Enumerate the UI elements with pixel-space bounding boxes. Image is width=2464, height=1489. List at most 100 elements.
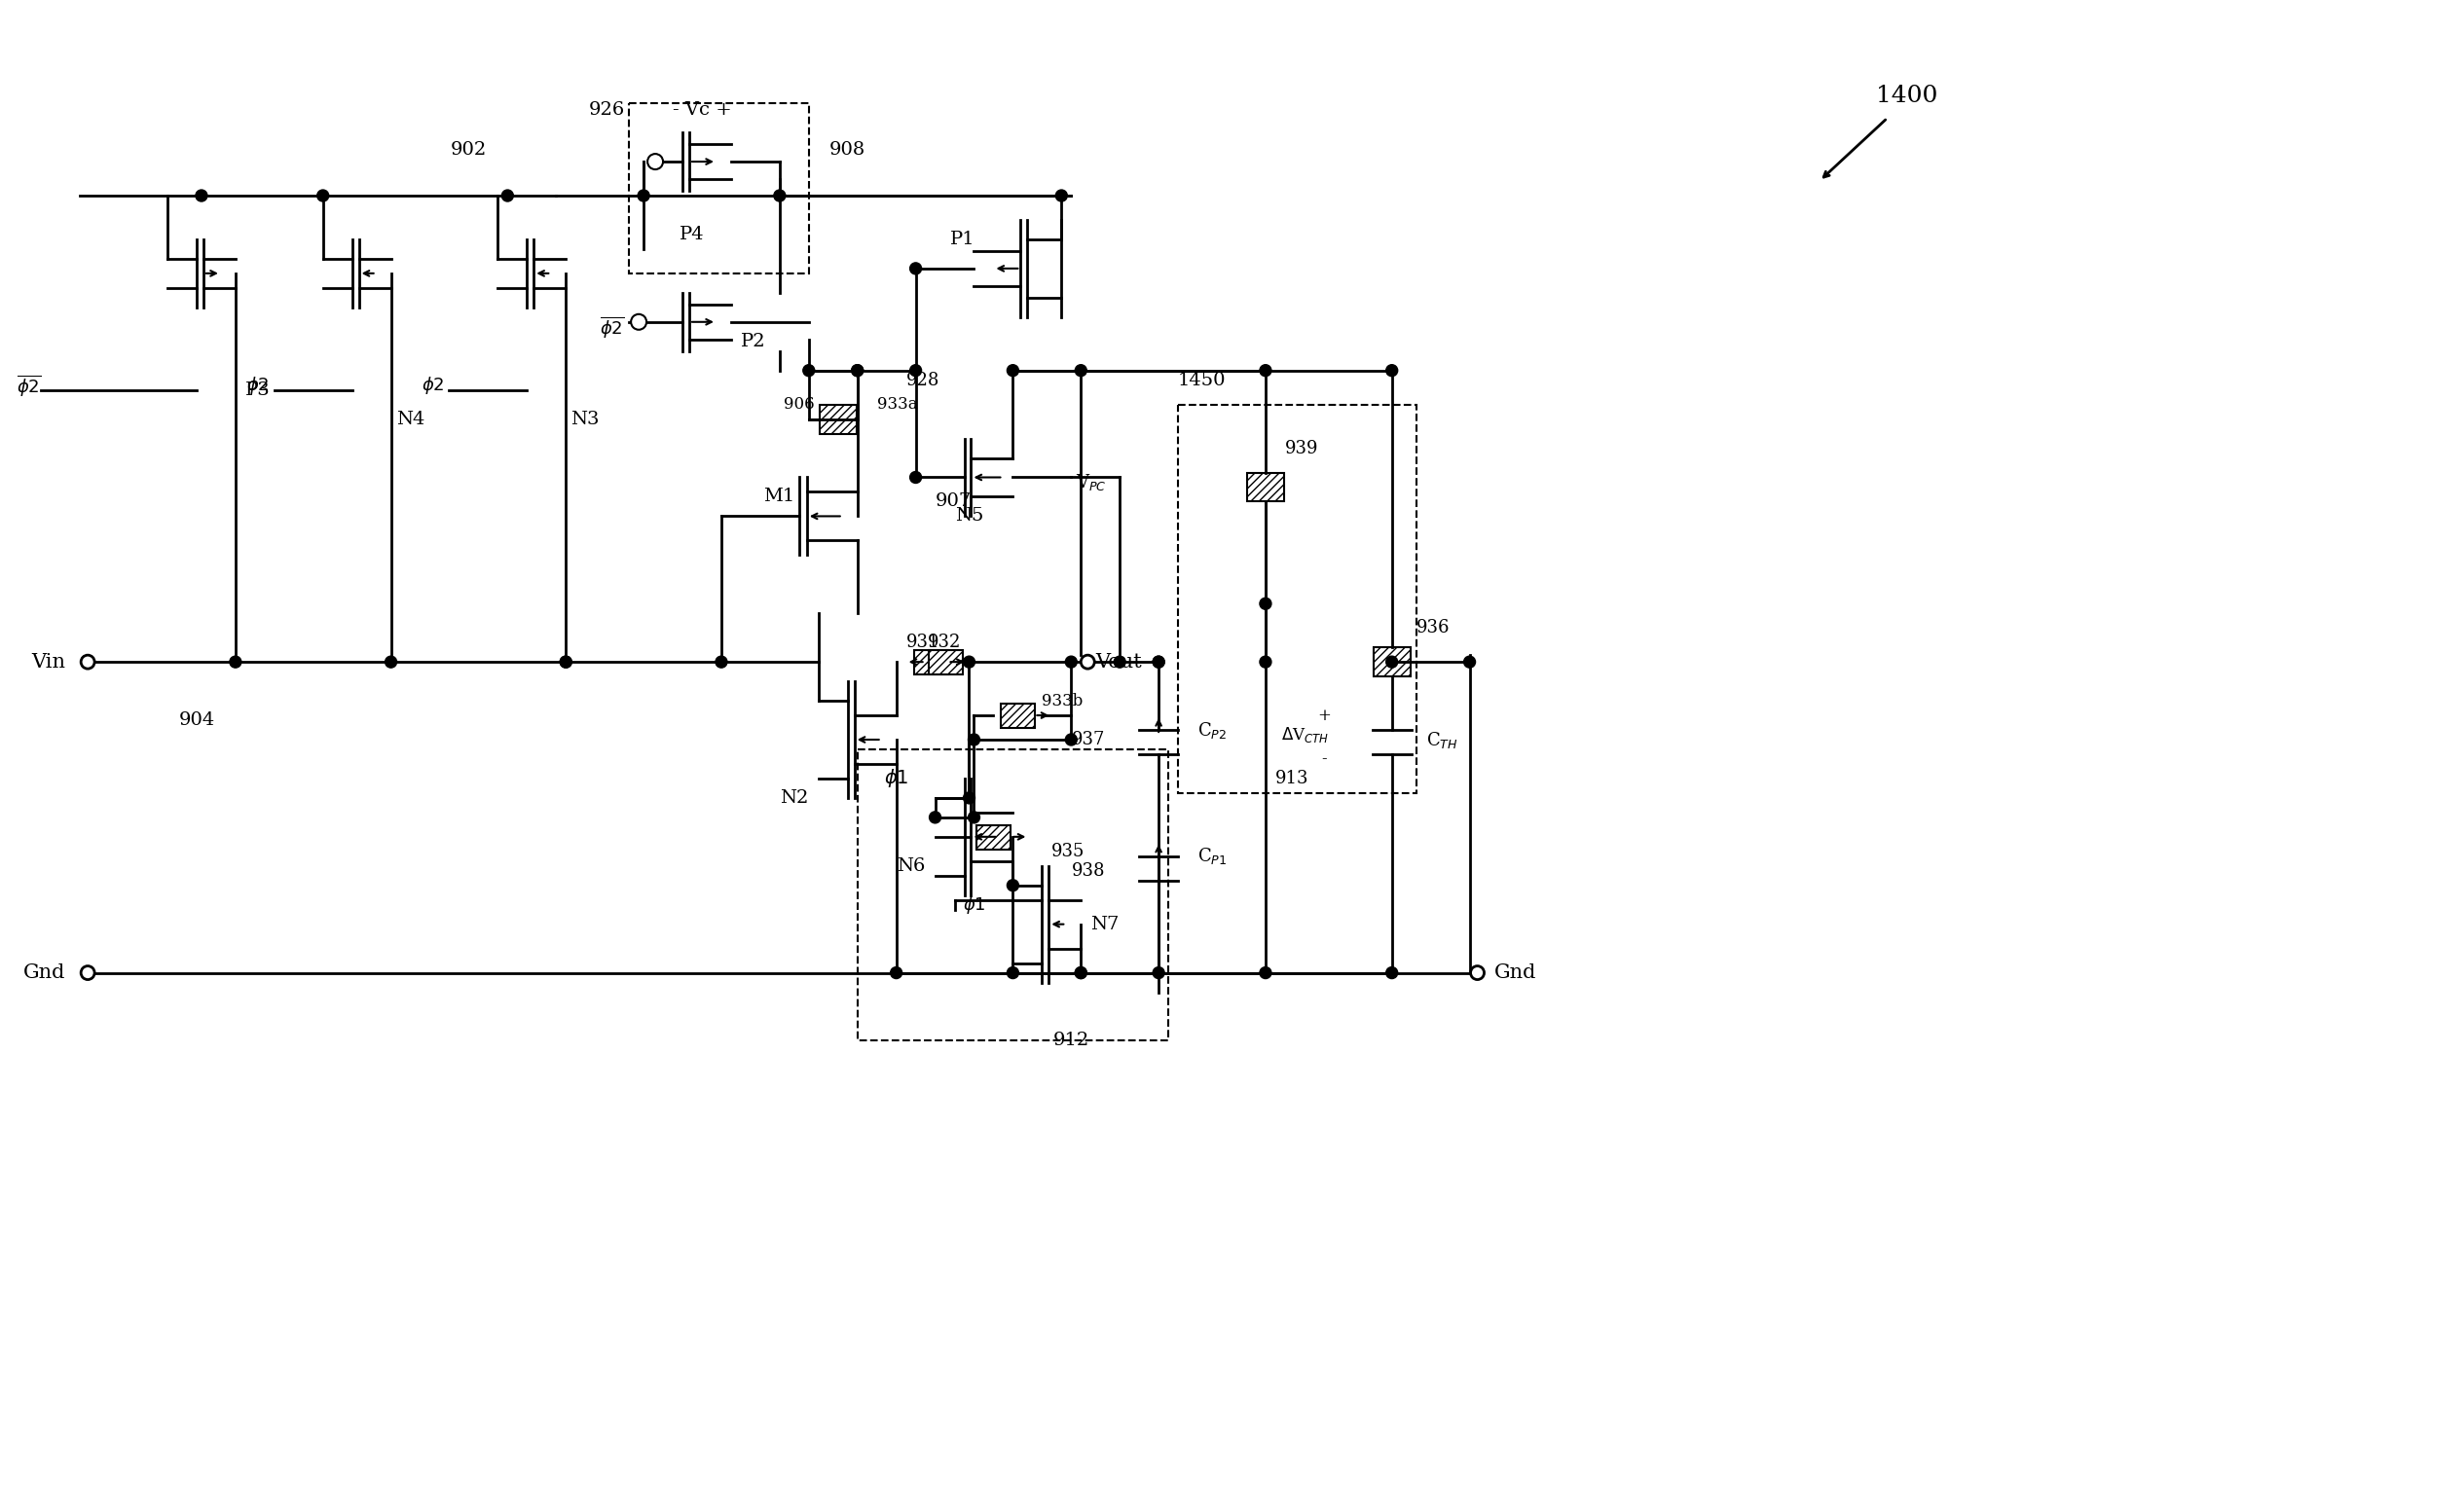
Text: +: + [1318, 707, 1331, 724]
Circle shape [1387, 365, 1397, 377]
Text: P2: P2 [742, 332, 766, 350]
Circle shape [648, 153, 663, 170]
Text: 939: 939 [1284, 439, 1318, 457]
Text: C$_{P2}$: C$_{P2}$ [1198, 719, 1227, 740]
Circle shape [1064, 657, 1077, 667]
Circle shape [559, 657, 572, 667]
Circle shape [1074, 365, 1087, 377]
Circle shape [715, 657, 727, 667]
Text: 902: 902 [451, 141, 488, 159]
Circle shape [1114, 657, 1126, 667]
Text: Gnd: Gnd [1493, 963, 1535, 983]
Circle shape [1259, 966, 1271, 978]
Circle shape [853, 365, 862, 377]
Circle shape [1471, 966, 1483, 980]
Circle shape [1055, 189, 1067, 201]
Text: 913: 913 [1276, 770, 1308, 788]
Text: P1: P1 [949, 231, 976, 249]
Text: 906: 906 [784, 396, 816, 412]
Bar [1247, 472, 1284, 502]
Text: N5: N5 [956, 508, 983, 526]
Circle shape [638, 189, 650, 201]
Circle shape [81, 966, 94, 980]
Bar [857, 749, 1168, 1041]
Text: 938: 938 [1072, 862, 1106, 880]
Circle shape [229, 657, 241, 667]
Text: $\phi 2$: $\phi 2$ [421, 374, 444, 396]
Text: C$_{TH}$: C$_{TH}$ [1427, 730, 1459, 750]
Text: 932: 932 [929, 634, 961, 651]
Text: P4: P4 [680, 226, 705, 243]
Text: C$_{P1}$: C$_{P1}$ [1198, 846, 1227, 867]
Text: 1450: 1450 [1178, 371, 1227, 389]
Circle shape [853, 365, 862, 377]
Text: V$_{PC}$: V$_{PC}$ [1077, 472, 1106, 493]
Circle shape [1008, 966, 1018, 978]
Circle shape [1387, 657, 1397, 667]
Circle shape [1259, 597, 1271, 609]
Text: 912: 912 [1052, 1032, 1089, 1050]
Bar [628, 103, 808, 274]
Text: 933a: 933a [877, 396, 917, 412]
Text: N2: N2 [781, 789, 808, 807]
Text: 931: 931 [907, 634, 939, 651]
Text: 907: 907 [936, 493, 971, 511]
Circle shape [1082, 655, 1094, 669]
Bar [929, 651, 963, 675]
Text: 926: 926 [589, 101, 626, 119]
Text: 908: 908 [830, 141, 865, 159]
Text: N3: N3 [572, 411, 599, 427]
Text: $\Delta$V$_{CTH}$: $\Delta$V$_{CTH}$ [1281, 725, 1328, 744]
Circle shape [81, 655, 94, 669]
Circle shape [1153, 966, 1165, 978]
Text: N4: N4 [397, 411, 424, 427]
Text: 904: 904 [177, 712, 214, 730]
Circle shape [1387, 966, 1397, 978]
Circle shape [968, 812, 981, 823]
Circle shape [1153, 657, 1165, 667]
Circle shape [384, 657, 397, 667]
Circle shape [803, 365, 816, 377]
Bar [821, 405, 857, 433]
Text: $\phi 2$: $\phi 2$ [246, 374, 269, 396]
Circle shape [1259, 657, 1271, 667]
Bar [976, 825, 1010, 849]
Circle shape [1464, 657, 1476, 667]
Circle shape [963, 657, 976, 667]
Circle shape [1008, 365, 1018, 377]
Circle shape [631, 314, 646, 329]
Circle shape [1074, 966, 1087, 978]
Text: 928: 928 [907, 371, 939, 389]
Circle shape [774, 189, 786, 201]
Text: 936: 936 [1417, 619, 1449, 637]
Text: -: - [1321, 750, 1326, 767]
Circle shape [1074, 966, 1087, 978]
Circle shape [1153, 657, 1165, 667]
Text: N7: N7 [1092, 916, 1119, 934]
Bar [1372, 648, 1409, 676]
Text: $\overline{\phi 2}$: $\overline{\phi 2}$ [599, 314, 623, 339]
Text: Vin: Vin [32, 652, 67, 672]
Text: 937: 937 [1072, 731, 1106, 749]
Circle shape [929, 812, 941, 823]
Circle shape [909, 472, 922, 484]
Bar [914, 651, 949, 675]
Circle shape [909, 262, 922, 274]
Text: 1400: 1400 [1875, 85, 1937, 107]
Circle shape [503, 189, 513, 201]
Circle shape [1008, 880, 1018, 892]
Text: $\overline{\phi 2}$: $\overline{\phi 2}$ [17, 372, 42, 398]
Text: Vout: Vout [1096, 652, 1141, 672]
Circle shape [195, 189, 207, 201]
Text: M1: M1 [764, 488, 793, 506]
Text: - Vc +: - Vc + [673, 101, 732, 119]
Text: N6: N6 [897, 858, 926, 874]
Circle shape [559, 657, 572, 667]
Circle shape [1259, 365, 1271, 377]
Text: $\phi 1$: $\phi 1$ [885, 767, 909, 789]
Text: 933b: 933b [1042, 692, 1084, 709]
Bar [1000, 704, 1035, 728]
Circle shape [1064, 734, 1077, 746]
Circle shape [963, 792, 976, 804]
Circle shape [318, 189, 328, 201]
